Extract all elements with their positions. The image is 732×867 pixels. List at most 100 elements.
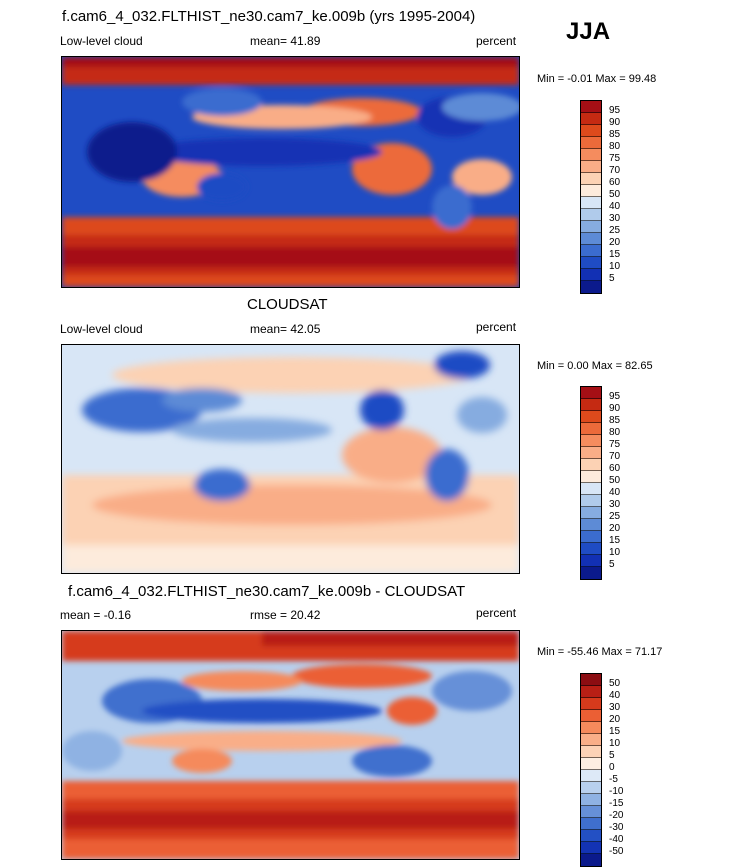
panel-3-rmse-label: rmse = 20.42	[250, 608, 321, 622]
colorbar-swatch	[581, 495, 601, 507]
colorbar-swatch	[581, 818, 601, 830]
panel-2-minmax: Min = 0.00 Max = 82.65	[537, 360, 653, 372]
colorbar-swatch	[581, 842, 601, 854]
colorbar-tick: 10	[609, 547, 621, 558]
colorbar-tick: 50	[609, 678, 621, 689]
panel-1-map-field	[62, 57, 519, 287]
colorbar-tick: 60	[609, 463, 621, 474]
season-label: JJA	[566, 18, 611, 45]
panel-2-colorbar	[580, 386, 602, 580]
colorbar-swatch	[581, 447, 601, 459]
colorbar-swatch	[581, 507, 601, 519]
colorbar-swatch	[581, 459, 601, 471]
colorbar-tick: 0	[609, 762, 615, 773]
colorbar-tick: 80	[609, 427, 621, 438]
colorbar-swatch	[581, 543, 601, 555]
panel-2-map-field	[62, 345, 519, 573]
panel-3-title: f.cam6_4_032.FLTHIST_ne30.cam7_ke.009b -…	[68, 583, 466, 600]
colorbar-tick: 15	[609, 249, 621, 260]
colorbar-swatch	[581, 209, 601, 221]
panel-3-colorbar	[580, 673, 602, 867]
colorbar-tick: -40	[609, 834, 624, 845]
colorbar-tick: -15	[609, 798, 624, 809]
colorbar-swatch	[581, 854, 601, 866]
colorbar-swatch	[581, 782, 601, 794]
colorbar-tick: 20	[609, 237, 621, 248]
colorbar-tick: 50	[609, 189, 621, 200]
panel-3-minmax: Min = -55.46 Max = 71.17	[537, 646, 663, 658]
colorbar-swatch	[581, 483, 601, 495]
colorbar-swatch	[581, 399, 601, 411]
colorbar-tick: 40	[609, 201, 621, 212]
colorbar-swatch	[581, 710, 601, 722]
panel-1-units-label: percent	[476, 34, 517, 48]
colorbar-tick: 90	[609, 403, 621, 414]
colorbar-tick: 95	[609, 391, 621, 402]
panel-2-left-label: Low-level cloud	[60, 322, 143, 336]
colorbar-tick: 70	[609, 165, 621, 176]
colorbar-tick: 40	[609, 690, 621, 701]
panel-1-minmax: Min = -0.01 Max = 99.48	[537, 73, 657, 85]
colorbar-tick: 15	[609, 726, 621, 737]
panel-1-mean-label: mean= 41.89	[250, 34, 321, 48]
colorbar-swatch	[581, 149, 601, 161]
panel-1-colorbar	[580, 100, 602, 294]
colorbar-swatch	[581, 758, 601, 770]
panel-3-units-label: percent	[476, 606, 517, 620]
panel-1-title: f.cam6_4_032.FLTHIST_ne30.cam7_ke.009b (…	[62, 8, 476, 25]
colorbar-tick: 20	[609, 714, 621, 725]
colorbar-swatch	[581, 173, 601, 185]
colorbar-swatch	[581, 555, 601, 567]
colorbar-tick: 60	[609, 177, 621, 188]
colorbar-swatch	[581, 411, 601, 423]
colorbar-swatch	[581, 387, 601, 399]
colorbar-swatch	[581, 113, 601, 125]
colorbar-tick: 30	[609, 702, 621, 713]
colorbar-tick: 10	[609, 261, 621, 272]
colorbar-swatch	[581, 806, 601, 818]
panel-2-map	[61, 344, 520, 574]
panel-1-left-label: Low-level cloud	[60, 34, 143, 48]
panel-3-map	[61, 630, 520, 860]
colorbar-swatch	[581, 125, 601, 137]
colorbar-tick: -20	[609, 810, 624, 821]
panel-2-title: CLOUDSAT	[247, 296, 328, 313]
colorbar-swatch	[581, 519, 601, 531]
colorbar-swatch	[581, 233, 601, 245]
colorbar-tick: -50	[609, 846, 624, 857]
colorbar-swatch	[581, 698, 601, 710]
colorbar-tick: 10	[609, 738, 621, 749]
colorbar-tick: 95	[609, 105, 621, 116]
colorbar-swatch	[581, 245, 601, 257]
colorbar-swatch	[581, 686, 601, 698]
panel-2-units-label: percent	[476, 320, 517, 334]
colorbar-swatch	[581, 674, 601, 686]
colorbar-tick: 40	[609, 487, 621, 498]
colorbar-tick: 30	[609, 499, 621, 510]
colorbar-swatch	[581, 185, 601, 197]
colorbar-tick: 25	[609, 511, 621, 522]
colorbar-tick: 15	[609, 535, 621, 546]
colorbar-tick: -30	[609, 822, 624, 833]
colorbar-tick: 50	[609, 475, 621, 486]
colorbar-tick: -5	[609, 774, 618, 785]
colorbar-tick: 75	[609, 153, 621, 164]
colorbar-swatch	[581, 101, 601, 113]
colorbar-swatch	[581, 830, 601, 842]
colorbar-tick: 90	[609, 117, 621, 128]
colorbar-tick: -10	[609, 786, 624, 797]
panel-3-map-field	[62, 631, 519, 859]
panel-3-mean-label: mean = -0.16	[60, 608, 132, 622]
colorbar-swatch	[581, 269, 601, 281]
colorbar-tick: 5	[609, 273, 615, 284]
colorbar-tick: 75	[609, 439, 621, 450]
colorbar-tick: 25	[609, 225, 621, 236]
colorbar-tick: 85	[609, 415, 621, 426]
colorbar-swatch	[581, 722, 601, 734]
panel-2-mean-label: mean= 42.05	[250, 322, 321, 336]
colorbar-swatch	[581, 567, 601, 579]
colorbar-tick: 80	[609, 141, 621, 152]
colorbar-swatch	[581, 794, 601, 806]
colorbar-swatch	[581, 471, 601, 483]
colorbar-tick: 85	[609, 129, 621, 140]
